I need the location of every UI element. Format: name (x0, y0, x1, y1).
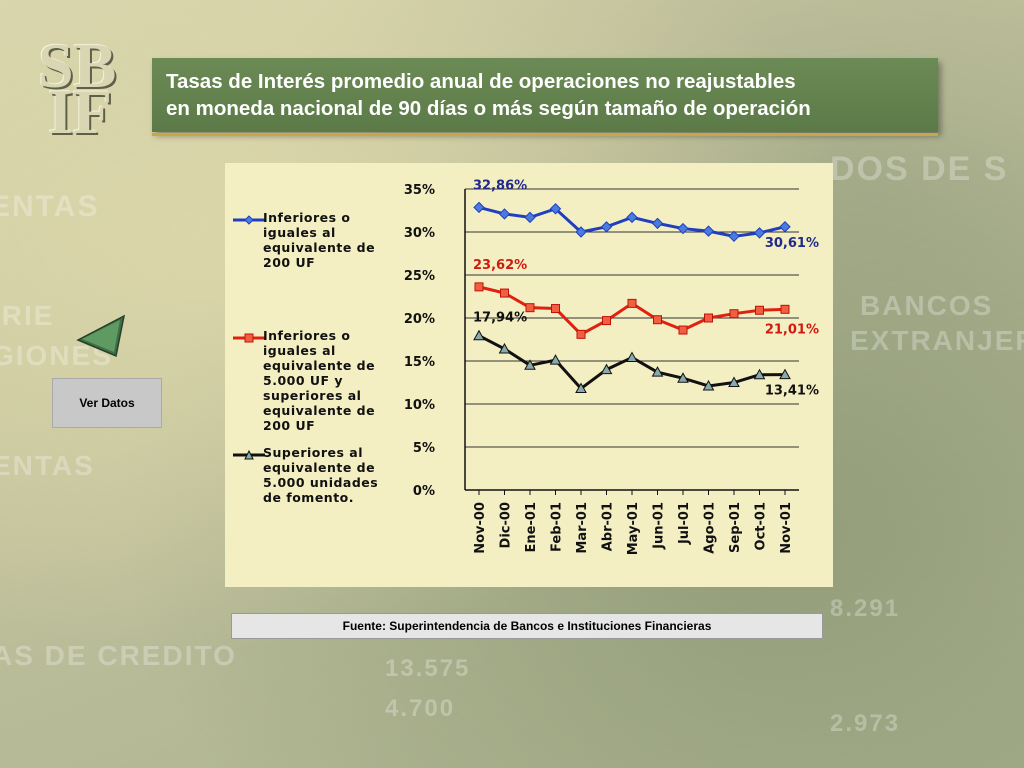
y-tick-label: 10% (404, 398, 435, 413)
data-point (651, 217, 664, 230)
background-watermark: BANCOS (860, 290, 994, 321)
data-point (626, 211, 638, 224)
data-point (779, 221, 791, 233)
background-watermark: 4.700 (385, 695, 456, 722)
data-point (549, 354, 562, 365)
data-point (602, 316, 611, 326)
data-point (729, 309, 739, 319)
ver-datos-button[interactable]: Ver Datos (52, 378, 162, 428)
y-tick-label: 30% (404, 226, 435, 241)
data-point (626, 351, 638, 363)
data-point (678, 325, 688, 335)
data-point (728, 376, 740, 387)
data-point (576, 329, 586, 339)
line-chart: 0% 5% 10% 15% 20% 25% 30% 35% Nov-00 Dic-00 Ene-01… (404, 178, 819, 555)
logo-text-if: IF (48, 76, 112, 147)
data-point (704, 313, 713, 323)
title-banner: Tasas de Interés promedio anual de opera… (152, 58, 938, 136)
x-tick-label: Nov-00 (473, 502, 488, 554)
x-tick-label: May-01 (626, 502, 641, 555)
x-tick-label: Nov-01 (779, 502, 794, 554)
background-watermark: 8.291 (830, 595, 901, 622)
data-point (627, 298, 637, 308)
legend-label-series-3: Superiores al equivalente de 5.000 unida… (263, 445, 379, 505)
y-tick-label: 5% (413, 441, 435, 456)
data-point (524, 359, 536, 370)
data-label: 23,62% (473, 258, 527, 273)
y-tick-label: 35% (404, 183, 435, 198)
data-label: 21,01% (765, 322, 819, 337)
data-point (500, 288, 509, 298)
chart-panel: Inferiores o iguales al equivalente de 2… (225, 163, 833, 587)
data-label: 13,41% (765, 384, 819, 399)
data-point (600, 363, 613, 375)
data-label: 32,86% (473, 178, 527, 193)
background-watermark: ENTAS (0, 190, 100, 223)
data-label: 17,94% (473, 311, 527, 326)
data-point (549, 203, 562, 215)
background-watermark: EXTRANJERO (850, 325, 1024, 356)
x-tick-label: Dic-00 (499, 502, 514, 548)
data-point (498, 342, 511, 354)
left-arrow-icon (76, 314, 126, 358)
data-point (575, 382, 587, 394)
title-line-2: en moneda nacional de 90 días o más segú… (166, 97, 811, 120)
page-title: Tasas de Interés promedio anual de opera… (166, 68, 926, 122)
data-point (524, 211, 536, 224)
legend-label-series-2: Inferiores o iguales al equivalente de 5… (263, 328, 376, 433)
data-label: 30,61% (765, 236, 819, 251)
series-line-3 (478, 334, 786, 391)
data-point (653, 315, 662, 325)
x-tick-label: Feb-01 (550, 502, 565, 552)
title-underline (152, 133, 938, 136)
data-point (753, 227, 766, 239)
data-point (780, 304, 790, 314)
background-watermark: ENTAS (0, 450, 95, 481)
logo-text-sb: SB (38, 30, 117, 101)
title-line-1: Tasas de Interés promedio anual de opera… (166, 70, 796, 93)
data-point (473, 329, 485, 341)
data-point (498, 208, 511, 220)
data-point (677, 372, 689, 383)
data-point (600, 221, 613, 233)
y-tick-label: 20% (404, 312, 435, 327)
data-point (473, 201, 485, 214)
sbif-logo: SB IF (38, 30, 138, 144)
y-tick-label: 15% (404, 355, 435, 370)
background-watermark: AS DE CREDITO (0, 640, 237, 671)
data-point (728, 230, 740, 243)
x-tick-label: Ene-01 (524, 502, 539, 552)
x-tick-label: Sep-01 (728, 502, 743, 553)
data-point (779, 368, 791, 380)
background-watermark: 13.575 (385, 655, 471, 682)
legend-label-series-1: Inferiores o iguales al equivalente de 2… (263, 210, 376, 270)
x-tick-label: Oct-01 (754, 502, 769, 550)
y-tick-label: 0% (413, 484, 435, 499)
x-tick-label: Mar-01 (575, 502, 590, 554)
legend-swatch-series-3 (233, 447, 265, 460)
x-tick-label: Abr-01 (601, 502, 616, 551)
back-button[interactable] (76, 314, 128, 358)
legend-swatch-series-2 (233, 330, 265, 343)
background-watermark: DOS DE S (830, 150, 1009, 188)
source-note: Fuente: Superintendencia de Bancos e Ins… (231, 613, 823, 639)
data-point (474, 282, 484, 292)
data-point (753, 368, 766, 380)
data-point (755, 305, 764, 315)
legend-swatch-series-1 (233, 212, 265, 225)
x-tick-label: Jul-01 (677, 502, 692, 545)
data-point (677, 222, 689, 235)
background-watermark: 2.973 (830, 710, 901, 737)
data-point (702, 225, 715, 237)
data-point (575, 226, 587, 238)
background-watermark: IRIE (0, 300, 55, 331)
y-tick-label: 25% (404, 269, 435, 284)
data-point (525, 303, 535, 313)
data-point (551, 304, 560, 314)
x-tick-label: Jun-01 (652, 502, 667, 550)
x-tick-label: Ago-01 (703, 502, 718, 554)
data-point (702, 379, 715, 391)
data-point (651, 366, 664, 377)
